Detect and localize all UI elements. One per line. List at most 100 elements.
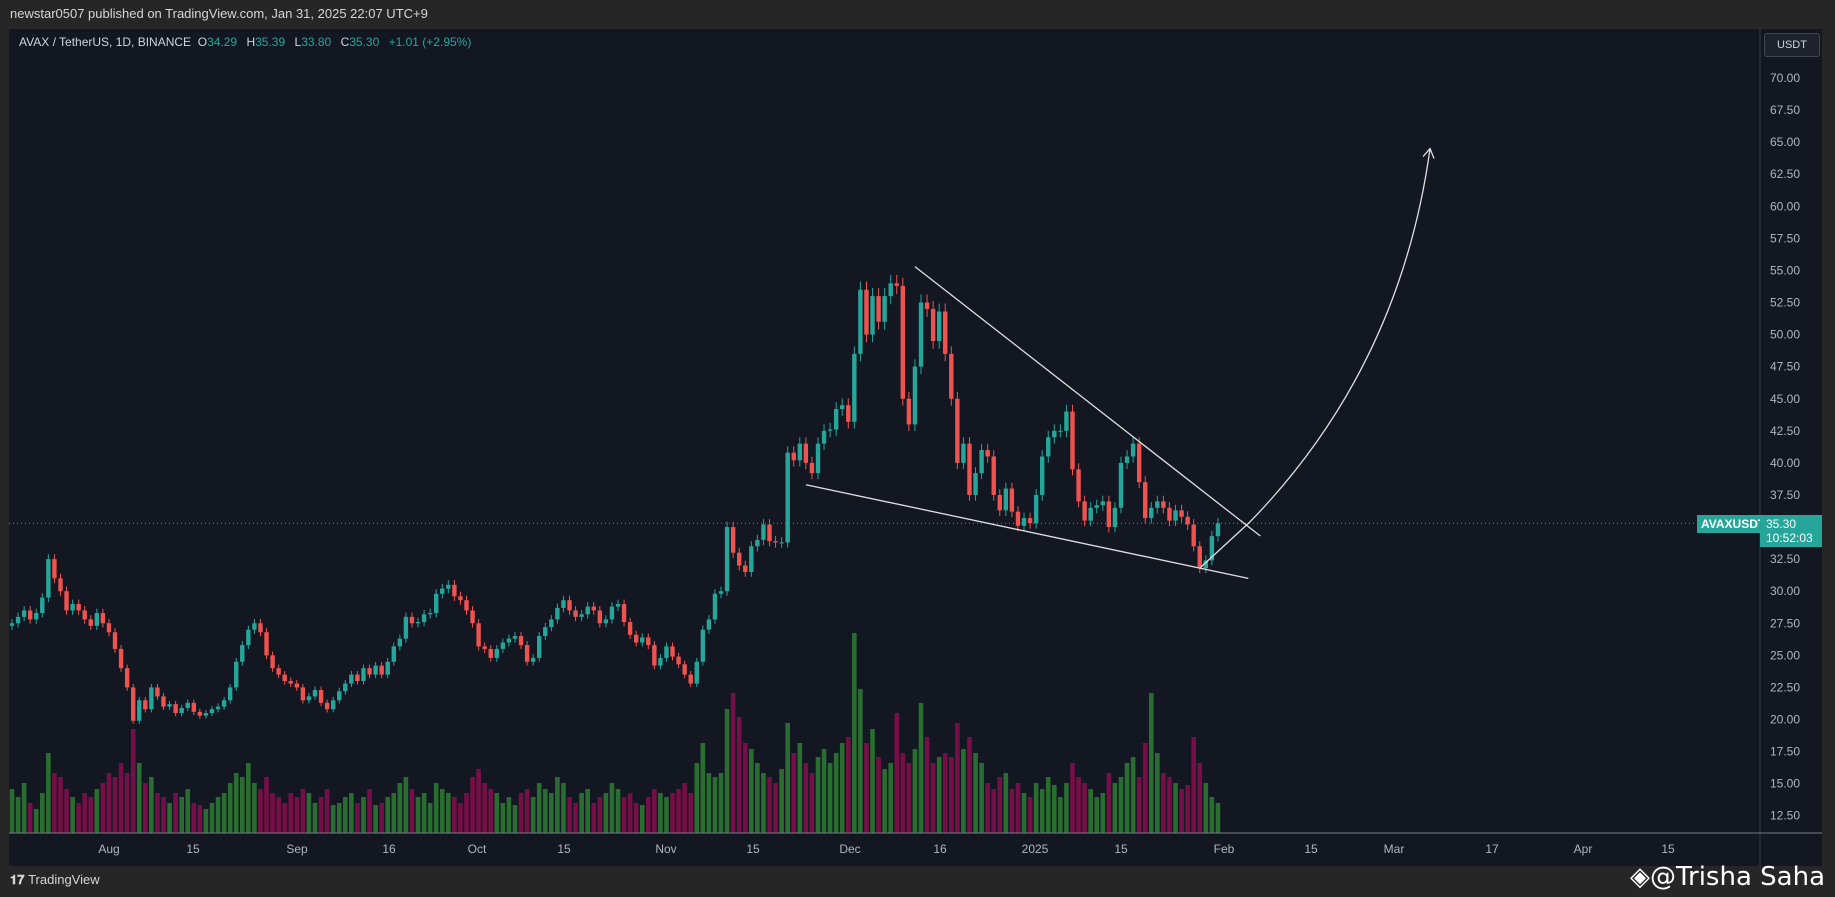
- candle-body: [88, 619, 93, 626]
- volume-bar: [1203, 783, 1209, 833]
- candle-body: [246, 629, 251, 646]
- candle-body: [633, 634, 639, 643]
- time-tick: Sep: [286, 842, 308, 856]
- time-tick: 15: [1304, 842, 1318, 856]
- volume-bar: [1155, 753, 1160, 833]
- volume-bar: [179, 797, 184, 833]
- volume-bar: [882, 769, 887, 833]
- volume-bar: [797, 743, 803, 833]
- candle-body: [173, 704, 178, 714]
- volume-bar: [494, 793, 500, 833]
- candle-body: [155, 687, 160, 697]
- volume-bar: [300, 789, 306, 833]
- volume-bar: [1142, 743, 1148, 833]
- volume-bar: [64, 789, 69, 833]
- volume-bar: [524, 789, 530, 833]
- volume-bar: [615, 789, 621, 833]
- candle-body: [664, 646, 669, 658]
- candle-body: [646, 637, 651, 646]
- volume-bar: [930, 763, 936, 833]
- candle-body: [1082, 501, 1087, 521]
- candle-body: [591, 606, 596, 611]
- candle-body: [100, 613, 106, 624]
- volume-bar: [167, 803, 172, 833]
- volume-bar: [33, 809, 39, 833]
- volume-bar: [1064, 783, 1069, 833]
- bar-countdown: 10:52:03: [1766, 531, 1813, 545]
- volume-bar: [1052, 785, 1057, 833]
- volume-bar: [979, 763, 984, 833]
- candle-body: [1112, 507, 1118, 528]
- candle-body: [1070, 411, 1075, 470]
- price-tick: 40.00: [1770, 456, 1800, 470]
- volume-bar: [373, 805, 378, 833]
- candle-body: [46, 559, 51, 598]
- volume-bar: [227, 783, 233, 833]
- volume-bar: [270, 793, 275, 833]
- volume-bar: [318, 797, 324, 833]
- candle-body: [15, 616, 21, 624]
- candle-body: [500, 642, 506, 649]
- price-tick: 62.50: [1770, 167, 1800, 181]
- volume-bar: [100, 783, 106, 833]
- candle-body: [603, 619, 609, 624]
- candle-body: [1106, 501, 1112, 528]
- volume-bar: [1021, 793, 1027, 833]
- candle-body: [1215, 523, 1221, 537]
- volume-bar: [839, 743, 845, 833]
- volume-bar: [1191, 737, 1196, 833]
- volume-bar: [658, 793, 663, 833]
- price-tick: 25.00: [1770, 648, 1800, 662]
- candle-body: [609, 606, 615, 620]
- candle-body: [1136, 443, 1142, 483]
- symbol-title: AVAX / TetherUS, 1D, BINANCE: [19, 35, 192, 49]
- candle-body: [846, 405, 851, 422]
- price-axis[interactable]: 70.00 67.50 65.00 62.50 60.00 57.50 55.00 52.50…: [1770, 71, 1800, 823]
- candle-body: [640, 637, 645, 643]
- volume-bar: [161, 797, 166, 833]
- candle-body: [1149, 507, 1154, 519]
- currency-button[interactable]: USDT: [1764, 33, 1820, 57]
- time-tick: Mar: [1384, 842, 1405, 856]
- volume-bar: [1045, 777, 1051, 833]
- candle-body: [749, 546, 754, 572]
- candle-body: [973, 473, 978, 495]
- candle-body: [264, 632, 269, 656]
- candle-body: [391, 646, 396, 662]
- candle-body: [761, 524, 766, 540]
- time-axis[interactable]: Aug 15 Sep 16 Oct 15 Nov 15 Dec 16 2025 15 Feb 15 Mar 1…: [98, 842, 1675, 856]
- candle-body: [997, 494, 1002, 511]
- volume-bar: [676, 789, 681, 833]
- candle-body: [167, 704, 172, 707]
- volume-bar: [506, 797, 512, 833]
- change-value: +1.01 (+2.95%): [388, 35, 472, 49]
- volume-bar: [88, 797, 94, 833]
- chart-pane[interactable]: [9, 29, 1822, 866]
- volume-bars: [9, 633, 1221, 833]
- volume-bar: [518, 793, 524, 833]
- candle-body: [652, 645, 657, 666]
- candles: [9, 274, 1221, 724]
- volume-bar: [549, 793, 554, 833]
- volume-bar: [791, 753, 797, 833]
- volume-bar: [1106, 773, 1112, 833]
- watermark-text: @Trisha Saha: [1649, 862, 1825, 892]
- candle-body: [385, 661, 390, 675]
- volume-bar: [646, 797, 651, 833]
- candle-body: [700, 629, 706, 662]
- volume-bar: [579, 793, 584, 833]
- time-tick: 17: [1485, 842, 1499, 856]
- price-tick: 55.00: [1770, 263, 1800, 277]
- candle-body: [209, 709, 215, 714]
- volume-bar: [239, 777, 245, 833]
- volume-bar: [488, 789, 494, 833]
- candle-body: [767, 524, 772, 542]
- time-tick: 15: [746, 842, 760, 856]
- candle-body: [943, 311, 948, 354]
- price-tick: 22.50: [1770, 680, 1800, 694]
- candle-body: [918, 302, 924, 367]
- tradingview-logo[interactable]: 𝟏𝟕 TradingView: [10, 872, 100, 888]
- price-tick: 12.50: [1770, 809, 1800, 823]
- watermark: ◈@Trisha Saha: [1630, 862, 1825, 892]
